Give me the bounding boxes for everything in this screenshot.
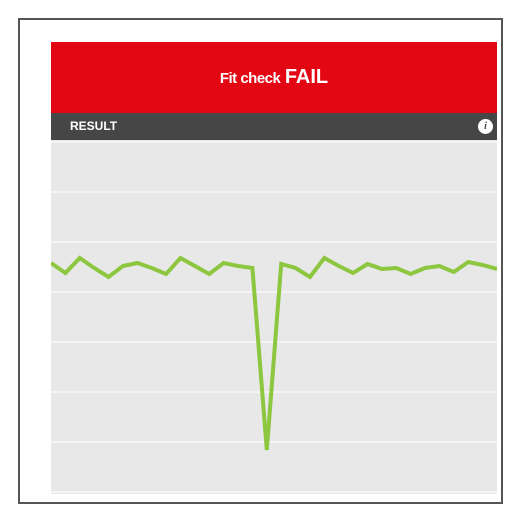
status: FAIL: [284, 66, 329, 88]
plot-background: [51, 140, 497, 494]
subheader-label: RESULT: [70, 119, 118, 133]
data-line: [51, 255, 497, 451]
chart: [51, 140, 497, 494]
title: Fit check: [219, 70, 281, 87]
header: Fit check FAIL: [51, 42, 497, 113]
subheader: RESULT i: [51, 113, 497, 140]
info-icon[interactable]: i: [478, 119, 493, 134]
widget-frame: [18, 18, 503, 504]
